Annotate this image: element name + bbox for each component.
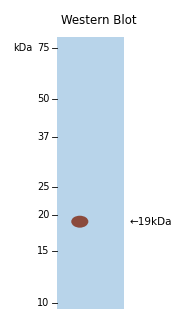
Text: kDa: kDa [13, 43, 32, 53]
Ellipse shape [71, 216, 88, 228]
Text: 25: 25 [37, 182, 49, 192]
Text: ←19kDa: ←19kDa [129, 217, 172, 226]
Bar [57, 37, 124, 309]
Text: 37: 37 [37, 133, 49, 142]
Text: 20: 20 [37, 210, 49, 220]
Text: 75: 75 [37, 43, 49, 53]
Text: Western Blot: Western Blot [61, 14, 137, 27]
Text: 15: 15 [37, 246, 49, 256]
Text: 10: 10 [37, 298, 49, 307]
Text: 50: 50 [37, 95, 49, 104]
